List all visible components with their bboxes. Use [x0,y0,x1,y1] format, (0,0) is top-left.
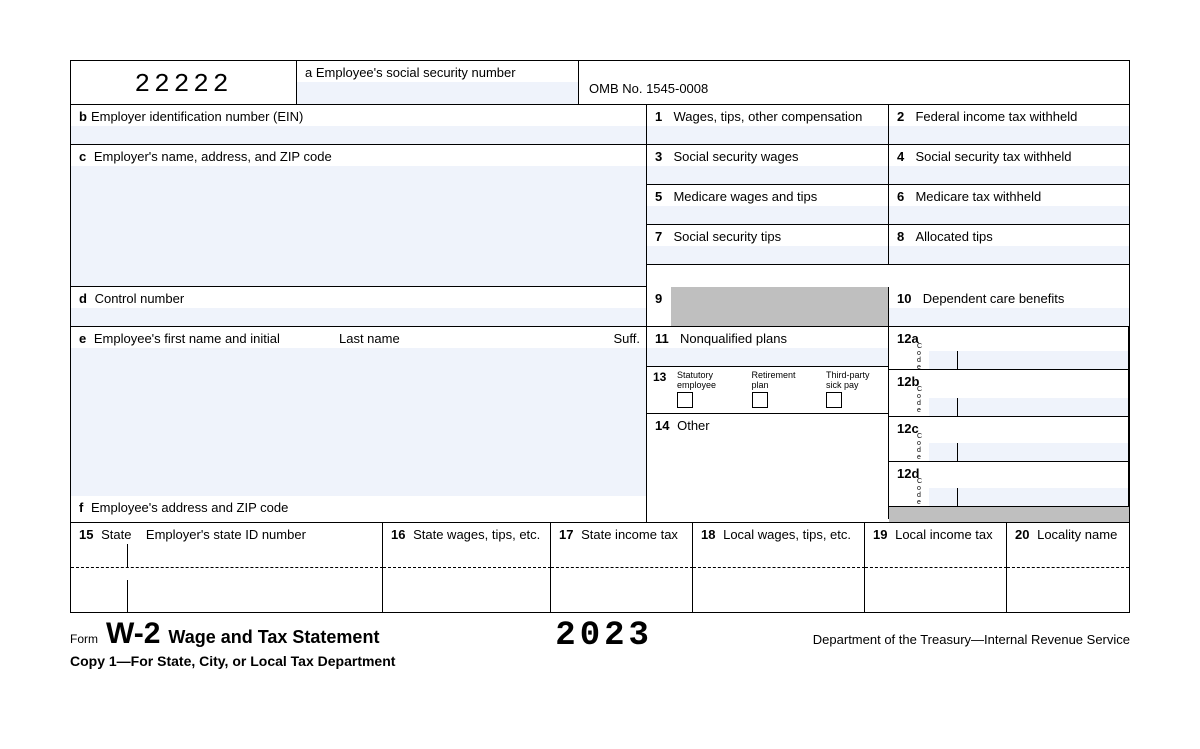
form-footer: Form W-2 Wage and Tax Statement Copy 1—F… [70,617,1130,669]
footer-form-name: W-2 [106,617,160,651]
box-e-last-label: Last name [331,327,602,348]
box-4-label: Social security tax withheld [915,149,1071,164]
box-18-label: Local wages, tips, etc. [723,527,851,542]
box-8-input[interactable] [889,246,1129,264]
box-14-label: Other [677,418,710,433]
box-13-stat-label: Statutoryemployee [677,370,735,390]
box-13-sick-label: Third-partysick pay [826,370,884,390]
box-11-input[interactable] [647,348,888,366]
footer-subtitle: Wage and Tax Statement [168,627,379,648]
box-15-state-label: State [101,527,131,542]
box-20-label: Locality name [1037,527,1117,542]
box-e-input[interactable] [71,348,646,496]
box-9-shaded [671,287,888,326]
box-b-input[interactable] [71,126,646,144]
box-1-input[interactable] [647,126,888,144]
code-label-12d: C o d e [917,478,922,506]
w2-form: 22222 a Employee's social security numbe… [70,60,1130,613]
box-13-stat-checkbox[interactable] [677,392,693,408]
box-2-input[interactable] [889,126,1129,144]
code-label-12c: C o d e [917,433,922,461]
box-12a-label: 12a [897,331,919,346]
box-11-label: Nonqualified plans [680,331,787,346]
box-a-label: a Employee's social security number [297,61,578,82]
box-17-row1[interactable] [551,544,693,568]
box-d-input[interactable] [71,308,646,326]
footer-form-word: Form [70,632,98,646]
box-7-label: Social security tips [673,229,781,244]
omb-number: OMB No. 1545-0008 [579,61,1129,96]
box-10-input[interactable] [889,308,1129,326]
box-6-input[interactable] [889,206,1129,224]
box-2-label: Federal income tax withheld [915,109,1077,124]
box-b-label: Employer identification number (EIN) [91,109,303,124]
divider-12d [957,488,958,506]
box-19-row2[interactable] [865,568,1007,612]
box-10-label: Dependent care benefits [923,291,1065,306]
box-12a-input[interactable] [929,351,1128,369]
box-c-input[interactable] [71,166,646,286]
box-12c-input[interactable] [929,443,1128,461]
code-label-12b: C o d e [917,386,922,414]
box-d-label: Control number [95,291,185,306]
divider-12c [957,443,958,461]
footer-year: 2023 [555,617,653,655]
footer-copy: Copy 1—For State, City, or Local Tax Dep… [70,653,395,669]
box-17-row2[interactable] [551,568,693,612]
box-16-row1[interactable] [383,544,551,568]
box-f-label: Employee's address and ZIP code [91,500,288,515]
box-20-row1[interactable] [1007,544,1129,568]
box-e-suff-label: Suff. [602,327,646,348]
box-a-input[interactable] [297,82,578,104]
box-1-label: Wages, tips, other compensation [673,109,862,124]
footer-dept: Department of the Treasury—Internal Reve… [813,632,1130,647]
box-13-sick-checkbox[interactable] [826,392,842,408]
box-16-row2[interactable] [383,568,551,612]
box-12-bottom-shade [889,507,1129,522]
box-6-label: Medicare tax withheld [915,189,1041,204]
box-12d-input[interactable] [929,488,1128,506]
box-e-first-label: Employee's first name and initial [94,331,280,346]
box-15-row2[interactable] [71,568,383,612]
box-12b-input[interactable] [929,398,1128,416]
box-16-label: State wages, tips, etc. [413,527,540,542]
box-15-ein-label: Employer's state ID number [146,527,306,542]
form-code: 22222 [71,61,296,99]
box-8-label: Allocated tips [915,229,992,244]
code-label-12a: C o d e [917,343,922,371]
box-4-input[interactable] [889,166,1129,184]
box-19-label: Local income tax [895,527,993,542]
divider-12b [957,398,958,416]
box-20-row2[interactable] [1007,568,1129,612]
box-7-input[interactable] [647,246,888,264]
box-13-ret-checkbox[interactable] [752,392,768,408]
box-13-ret-label: Retirementplan [752,370,810,390]
box-17-label: State income tax [581,527,678,542]
box-3-label: Social security wages [673,149,798,164]
box-19-row1[interactable] [865,544,1007,568]
box-3-input[interactable] [647,166,888,184]
box-12c-label: 12c [897,421,919,436]
box-15-row1[interactable] [71,544,383,568]
box-c-label: Employer's name, address, and ZIP code [94,149,332,164]
divider-12a [957,351,958,369]
box-18-row2[interactable] [693,568,865,612]
box-5-label: Medicare wages and tips [673,189,817,204]
box-13-label: 13 [653,370,671,410]
box-18-row1[interactable] [693,544,865,568]
box-5-input[interactable] [647,206,888,224]
